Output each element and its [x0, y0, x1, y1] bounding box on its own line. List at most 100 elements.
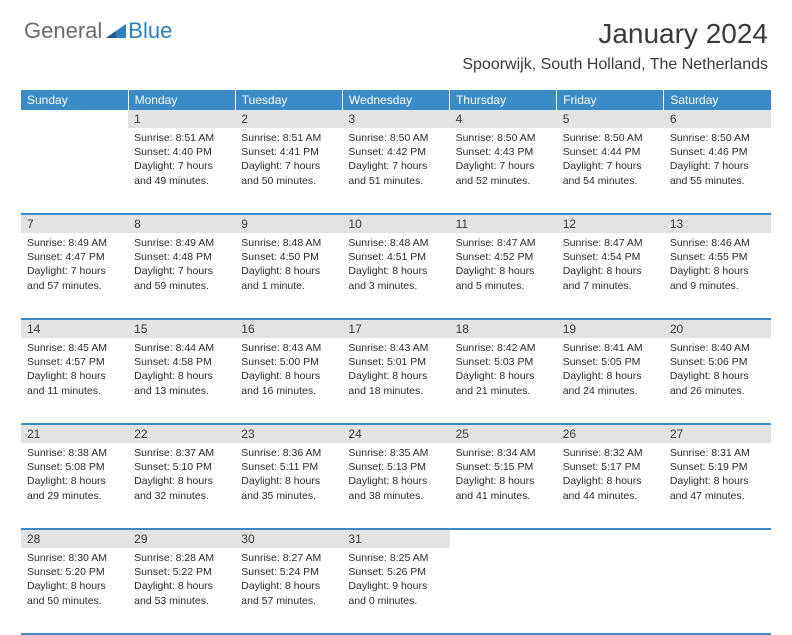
- week-row: Sunrise: 8:38 AMSunset: 5:08 PMDaylight:…: [21, 443, 771, 529]
- day-cell: Sunrise: 8:48 AMSunset: 4:50 PMDaylight:…: [235, 233, 342, 319]
- daylight-line: Daylight: 8 hours and 13 minutes.: [134, 369, 229, 397]
- day-cell: Sunrise: 8:47 AMSunset: 4:52 PMDaylight:…: [450, 233, 557, 319]
- day-cell: Sunrise: 8:34 AMSunset: 5:15 PMDaylight:…: [450, 443, 557, 529]
- day-cell-body: Sunrise: 8:44 AMSunset: 4:58 PMDaylight:…: [128, 338, 235, 402]
- day-cell: [450, 548, 557, 634]
- sunrise-line: Sunrise: 8:47 AM: [456, 236, 551, 250]
- sunrise-line: Sunrise: 8:51 AM: [241, 131, 336, 145]
- day-cell-body: Sunrise: 8:43 AMSunset: 5:01 PMDaylight:…: [342, 338, 449, 402]
- day-number-cell: 5: [557, 110, 664, 128]
- day-cell: Sunrise: 8:48 AMSunset: 4:51 PMDaylight:…: [342, 233, 449, 319]
- sunrise-line: Sunrise: 8:31 AM: [670, 446, 765, 460]
- day-number-cell: [450, 529, 557, 548]
- day-number-cell: 11: [450, 214, 557, 233]
- day-cell: [21, 128, 128, 214]
- daynum-row: 14151617181920: [21, 319, 771, 338]
- day-cell-body: Sunrise: 8:51 AMSunset: 4:41 PMDaylight:…: [235, 128, 342, 192]
- sunset-line: Sunset: 4:58 PM: [134, 355, 229, 369]
- day-cell-body: Sunrise: 8:51 AMSunset: 4:40 PMDaylight:…: [128, 128, 235, 192]
- day-cell: Sunrise: 8:49 AMSunset: 4:48 PMDaylight:…: [128, 233, 235, 319]
- day-cell-body: Sunrise: 8:35 AMSunset: 5:13 PMDaylight:…: [342, 443, 449, 507]
- day-cell-body: Sunrise: 8:50 AMSunset: 4:42 PMDaylight:…: [342, 128, 449, 192]
- day-cell-body: Sunrise: 8:43 AMSunset: 5:00 PMDaylight:…: [235, 338, 342, 402]
- day-cell: [664, 548, 771, 634]
- daylight-line: Daylight: 8 hours and 26 minutes.: [670, 369, 765, 397]
- sunset-line: Sunset: 5:03 PM: [456, 355, 551, 369]
- day-number-cell: [557, 529, 664, 548]
- weekday-sunday: Sunday: [21, 90, 128, 110]
- daylight-line: Daylight: 8 hours and 9 minutes.: [670, 264, 765, 292]
- sunset-line: Sunset: 4:42 PM: [348, 145, 443, 159]
- day-number-cell: 17: [342, 319, 449, 338]
- sunset-line: Sunset: 4:52 PM: [456, 250, 551, 264]
- sunset-line: Sunset: 5:15 PM: [456, 460, 551, 474]
- sunrise-line: Sunrise: 8:35 AM: [348, 446, 443, 460]
- day-number-cell: 6: [664, 110, 771, 128]
- daylight-line: Daylight: 8 hours and 16 minutes.: [241, 369, 336, 397]
- weekday-tuesday: Tuesday: [235, 90, 342, 110]
- daylight-line: Daylight: 8 hours and 32 minutes.: [134, 474, 229, 502]
- daylight-line: Daylight: 8 hours and 18 minutes.: [348, 369, 443, 397]
- sunrise-line: Sunrise: 8:41 AM: [563, 341, 658, 355]
- day-number-cell: 31: [342, 529, 449, 548]
- sunrise-line: Sunrise: 8:51 AM: [134, 131, 229, 145]
- sunset-line: Sunset: 5:20 PM: [27, 565, 122, 579]
- title-block: January 2024 Spoorwijk, South Holland, T…: [462, 18, 768, 74]
- sunrise-line: Sunrise: 8:40 AM: [670, 341, 765, 355]
- sunset-line: Sunset: 4:44 PM: [563, 145, 658, 159]
- daylight-line: Daylight: 7 hours and 57 minutes.: [27, 264, 122, 292]
- day-cell: Sunrise: 8:27 AMSunset: 5:24 PMDaylight:…: [235, 548, 342, 634]
- sunset-line: Sunset: 4:43 PM: [456, 145, 551, 159]
- daylight-line: Daylight: 8 hours and 7 minutes.: [563, 264, 658, 292]
- sunset-line: Sunset: 5:05 PM: [563, 355, 658, 369]
- daylight-line: Daylight: 7 hours and 55 minutes.: [670, 159, 765, 187]
- day-number-cell: 14: [21, 319, 128, 338]
- weekday-friday: Friday: [557, 90, 664, 110]
- daylight-line: Daylight: 8 hours and 5 minutes.: [456, 264, 551, 292]
- day-cell: Sunrise: 8:36 AMSunset: 5:11 PMDaylight:…: [235, 443, 342, 529]
- day-cell-body: Sunrise: 8:32 AMSunset: 5:17 PMDaylight:…: [557, 443, 664, 507]
- day-cell: Sunrise: 8:43 AMSunset: 5:00 PMDaylight:…: [235, 338, 342, 424]
- header: General Blue January 2024 Spoorwijk, Sou…: [0, 0, 792, 82]
- day-cell: Sunrise: 8:41 AMSunset: 5:05 PMDaylight:…: [557, 338, 664, 424]
- sunrise-line: Sunrise: 8:36 AM: [241, 446, 336, 460]
- sunrise-line: Sunrise: 8:42 AM: [456, 341, 551, 355]
- daylight-line: Daylight: 9 hours and 0 minutes.: [348, 579, 443, 607]
- day-cell-body: Sunrise: 8:50 AMSunset: 4:46 PMDaylight:…: [664, 128, 771, 192]
- day-number-cell: 26: [557, 424, 664, 443]
- sunrise-line: Sunrise: 8:25 AM: [348, 551, 443, 565]
- daylight-line: Daylight: 7 hours and 59 minutes.: [134, 264, 229, 292]
- sunset-line: Sunset: 4:57 PM: [27, 355, 122, 369]
- daylight-line: Daylight: 8 hours and 11 minutes.: [27, 369, 122, 397]
- sunset-line: Sunset: 4:51 PM: [348, 250, 443, 264]
- daylight-line: Daylight: 8 hours and 3 minutes.: [348, 264, 443, 292]
- sunset-line: Sunset: 4:48 PM: [134, 250, 229, 264]
- daynum-row: 28293031: [21, 529, 771, 548]
- weekday-row: SundayMondayTuesdayWednesdayThursdayFrid…: [21, 90, 771, 110]
- sunrise-line: Sunrise: 8:49 AM: [134, 236, 229, 250]
- day-number-cell: 3: [342, 110, 449, 128]
- day-cell: Sunrise: 8:50 AMSunset: 4:44 PMDaylight:…: [557, 128, 664, 214]
- day-cell: Sunrise: 8:49 AMSunset: 4:47 PMDaylight:…: [21, 233, 128, 319]
- day-cell-body: Sunrise: 8:38 AMSunset: 5:08 PMDaylight:…: [21, 443, 128, 507]
- day-cell: Sunrise: 8:32 AMSunset: 5:17 PMDaylight:…: [557, 443, 664, 529]
- sunrise-line: Sunrise: 8:28 AM: [134, 551, 229, 565]
- sunset-line: Sunset: 5:10 PM: [134, 460, 229, 474]
- daylight-line: Daylight: 8 hours and 35 minutes.: [241, 474, 336, 502]
- sunrise-line: Sunrise: 8:46 AM: [670, 236, 765, 250]
- day-number-cell: 1: [128, 110, 235, 128]
- day-cell: Sunrise: 8:38 AMSunset: 5:08 PMDaylight:…: [21, 443, 128, 529]
- sunrise-line: Sunrise: 8:50 AM: [670, 131, 765, 145]
- daylight-line: Daylight: 8 hours and 47 minutes.: [670, 474, 765, 502]
- daylight-line: Daylight: 8 hours and 50 minutes.: [27, 579, 122, 607]
- daynum-row: 21222324252627: [21, 424, 771, 443]
- sunset-line: Sunset: 5:06 PM: [670, 355, 765, 369]
- sunrise-line: Sunrise: 8:50 AM: [348, 131, 443, 145]
- day-number-cell: 12: [557, 214, 664, 233]
- daylight-line: Daylight: 8 hours and 41 minutes.: [456, 474, 551, 502]
- day-number-cell: 21: [21, 424, 128, 443]
- daylight-line: Daylight: 7 hours and 52 minutes.: [456, 159, 551, 187]
- daylight-line: Daylight: 8 hours and 57 minutes.: [241, 579, 336, 607]
- sunrise-line: Sunrise: 8:38 AM: [27, 446, 122, 460]
- day-cell-body: Sunrise: 8:31 AMSunset: 5:19 PMDaylight:…: [664, 443, 771, 507]
